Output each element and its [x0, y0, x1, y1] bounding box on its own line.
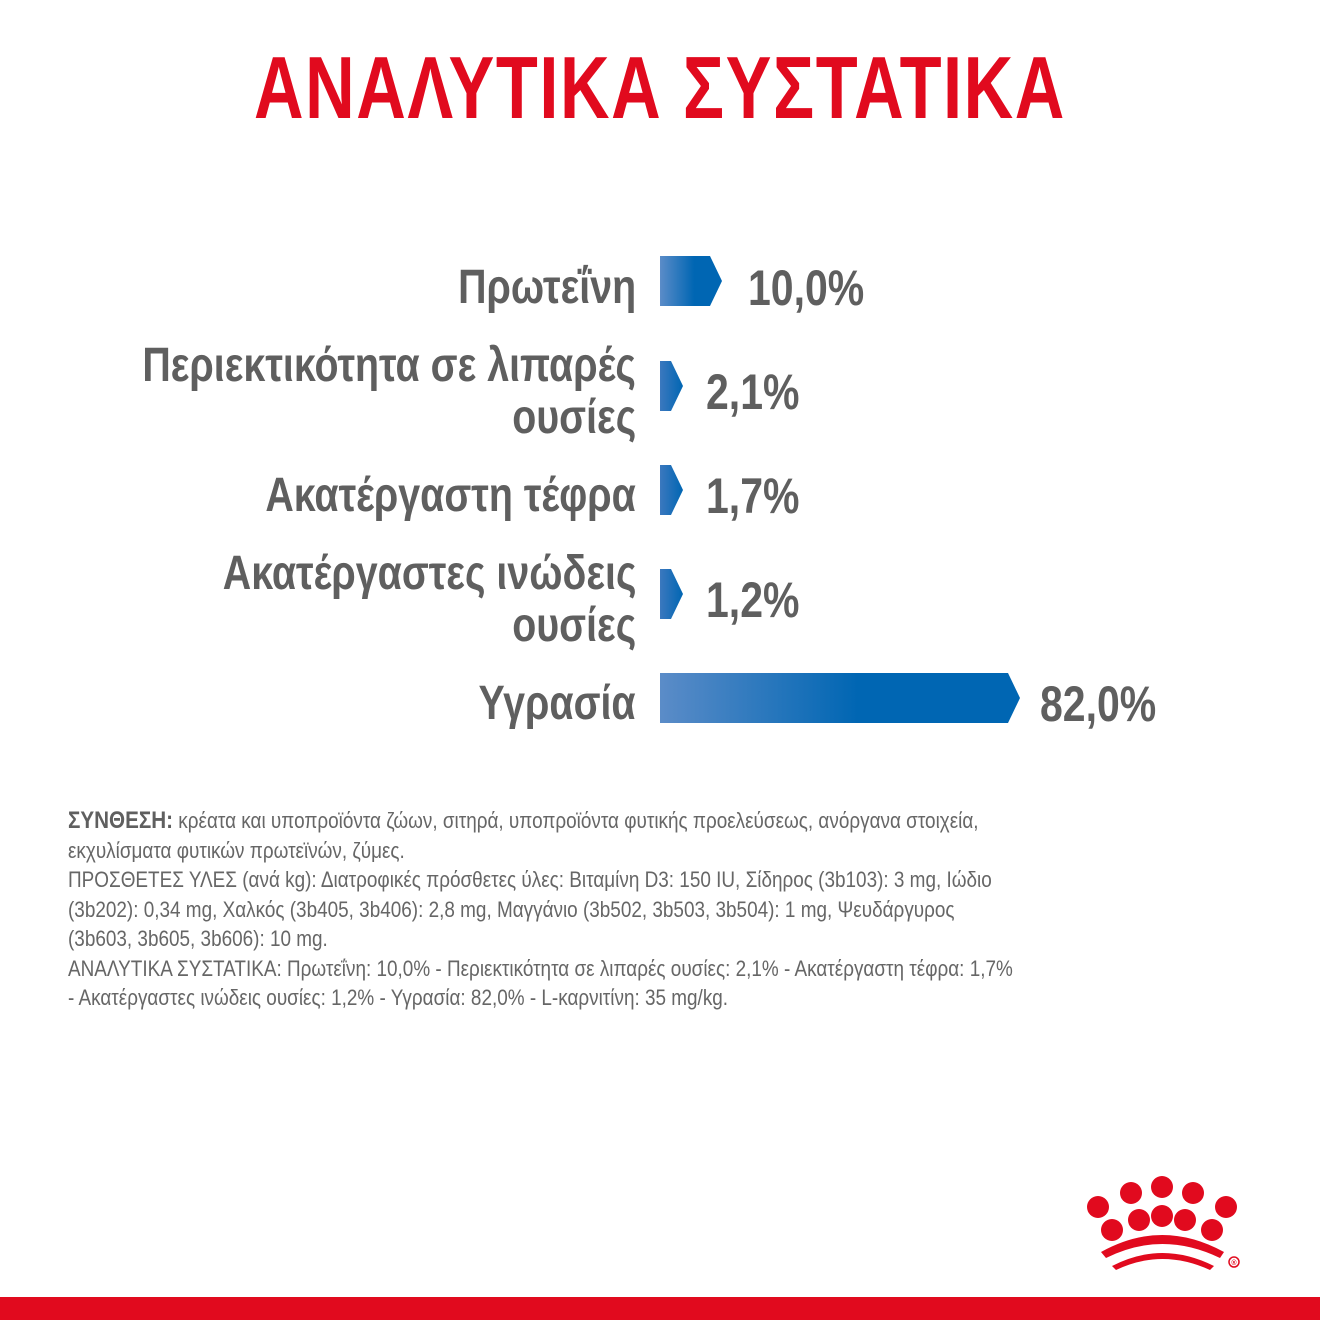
row-label-line2: ουσίες: [512, 599, 636, 652]
row-label: Πρωτεΐνη: [457, 261, 636, 314]
bottom-brand-strip: [0, 1297, 1320, 1320]
row-value: 1,7%: [706, 468, 800, 524]
registered-mark: ®: [1231, 1259, 1237, 1267]
row-value: 1,2%: [706, 572, 800, 628]
additives-line-3: (3b603, 3b605, 3b606): 10 mg.: [68, 926, 328, 951]
analytical-line-2: - Ακατέργαστες ινώδεις ουσίες: 1,2% - Υγ…: [68, 985, 729, 1010]
additives-line-2: (3b202): 0,34 mg, Χαλκός (3b405, 3b406):…: [68, 896, 955, 922]
bar-fibre: [660, 569, 686, 619]
composition-line-2: εκχυλίσματα φυτικών πρωτεϊνών, ζύμες.: [68, 837, 405, 863]
composition-text: ΣΥΝΘΕΣΗ: κρέατα και υποπροϊόντα ζώων, σι…: [68, 806, 1263, 1013]
row-label: Υγρασία: [478, 677, 636, 730]
composition-line-1: ΣΥΝΘΕΣΗ: κρέατα και υποπροϊόντα ζώων, σι…: [68, 806, 1263, 836]
royal-canin-crown-icon: ®: [1084, 1166, 1264, 1276]
bar-ash: [660, 465, 686, 515]
row-label: Περιεκτικότητα σε λιπαρές: [142, 339, 636, 392]
composition-heading: ΣΥΝΘΕΣΗ:: [68, 807, 174, 834]
row-label-line2: ουσίες: [512, 391, 636, 444]
row-value: 10,0%: [748, 260, 865, 316]
bar-moisture: [660, 673, 1022, 723]
row-label: Ακατέργαστη τέφρα: [265, 469, 636, 522]
row-value: 2,1%: [706, 364, 800, 420]
composition-ingredients: κρέατα και υποπροϊόντα ζώων, σιτηρά, υπο…: [173, 808, 979, 833]
page-title: ΑΝΑΛΥΤΙΚΑ ΣΥΣΤΑΤΙΚΑ: [254, 38, 1066, 137]
row-value: 82,0%: [1040, 676, 1157, 732]
bar-fat: [660, 361, 686, 411]
analytical-line-1: ΑΝΑΛΥΤΙΚΑ ΣΥΣΤΑΤΙΚΑ: Πρωτεΐνη: 10,0% - Π…: [68, 955, 1013, 981]
row-label: Ακατέργαστες ινώδεις: [222, 547, 636, 600]
bar-protein: [660, 256, 724, 306]
additives-line-1: ΠΡΟΣΘΕΤΕΣ ΥΛΕΣ (ανά kg): Διατροφικές πρό…: [68, 867, 992, 892]
